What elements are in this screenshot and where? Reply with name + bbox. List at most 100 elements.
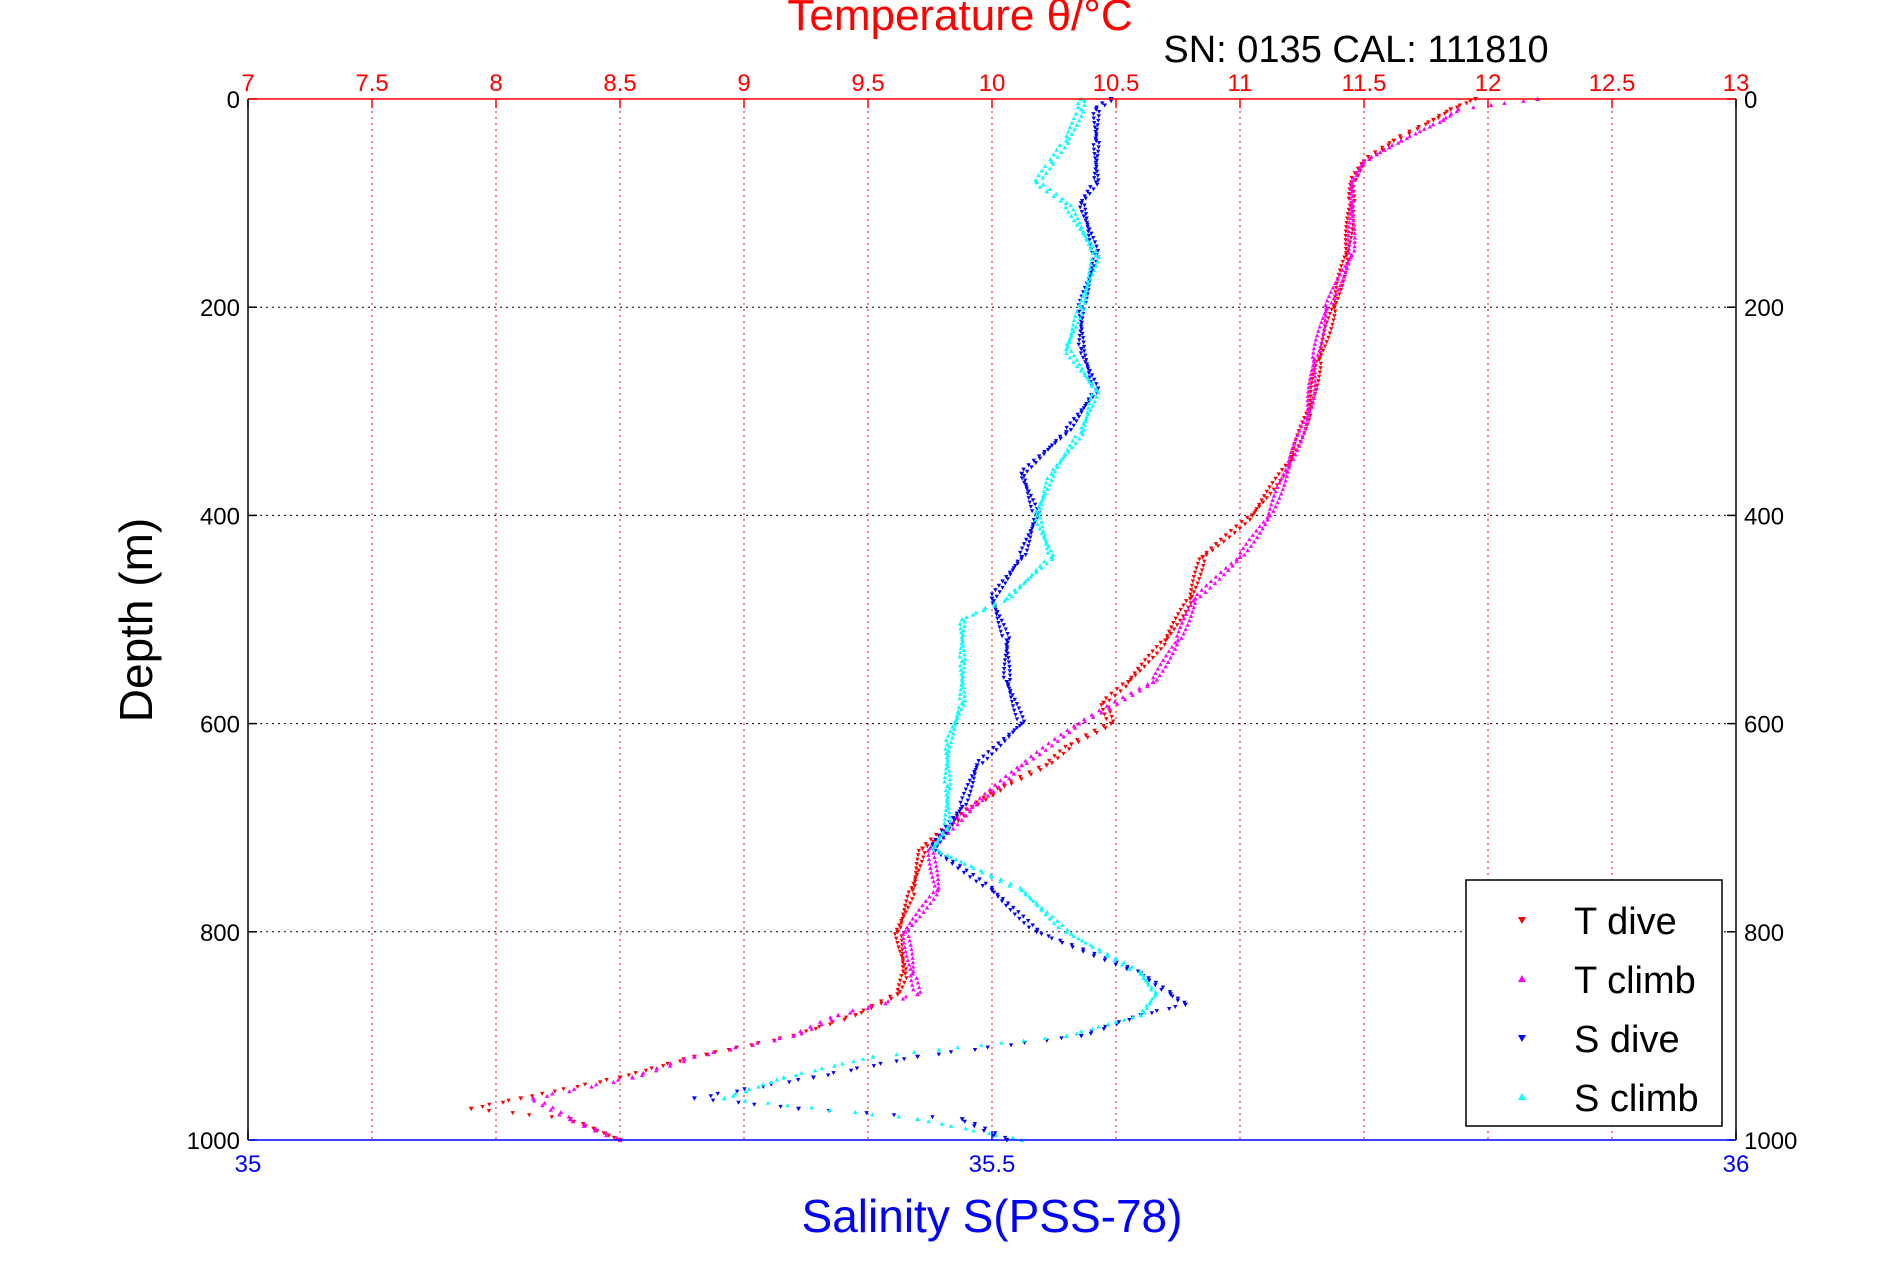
trace-marker xyxy=(986,750,991,755)
trace-marker xyxy=(1280,487,1286,492)
trace-marker xyxy=(1068,428,1074,433)
trace-marker xyxy=(1058,458,1063,463)
data-point xyxy=(1448,107,1454,112)
trace-marker xyxy=(1059,1036,1064,1041)
trace-marker xyxy=(1066,129,1071,134)
trace-marker xyxy=(1175,998,1180,1003)
trace-marker xyxy=(905,894,910,899)
trace-marker xyxy=(1071,417,1077,422)
trace-marker xyxy=(962,694,967,699)
trace-marker xyxy=(907,920,913,925)
trace-marker xyxy=(943,746,948,751)
trace-marker xyxy=(1026,489,1031,494)
trace-marker xyxy=(1422,126,1427,131)
trace-marker xyxy=(1358,163,1363,168)
trace-marker xyxy=(1251,539,1257,544)
trace-marker xyxy=(900,958,906,963)
trace-marker xyxy=(1049,478,1054,483)
trace-marker xyxy=(1091,268,1097,273)
trace-marker xyxy=(946,733,951,738)
trace-marker xyxy=(981,795,986,800)
trace-marker xyxy=(1290,445,1295,450)
trace-marker xyxy=(883,1001,888,1006)
trace-marker xyxy=(1175,996,1181,1001)
data-point xyxy=(617,1075,623,1081)
data-point xyxy=(1237,554,1243,560)
temperature-tick-label: 7.5 xyxy=(355,70,388,97)
trace-marker xyxy=(1006,660,1012,665)
trace-marker xyxy=(1099,703,1104,708)
trace-marker xyxy=(915,857,920,862)
trace-marker xyxy=(1088,408,1093,413)
trace-marker xyxy=(1307,402,1313,407)
data-point xyxy=(895,929,901,935)
trace-marker xyxy=(1024,487,1030,492)
trace-marker xyxy=(1317,324,1322,329)
trace-marker xyxy=(1099,710,1104,715)
trace-marker xyxy=(1191,598,1196,603)
data-point xyxy=(781,1075,787,1080)
trace-marker xyxy=(1340,268,1345,273)
trace-marker xyxy=(894,1059,899,1064)
trace-marker xyxy=(1148,987,1154,992)
trace-marker xyxy=(1254,507,1259,512)
temperature-tick-label: 9 xyxy=(737,70,750,97)
trace-marker xyxy=(561,1087,566,1092)
data-point xyxy=(989,596,995,602)
trace-marker xyxy=(1024,469,1030,474)
trace-marker xyxy=(1042,163,1048,168)
data-point xyxy=(1093,252,1099,258)
trace-marker xyxy=(1316,328,1321,333)
trace-marker xyxy=(959,630,964,635)
data-point xyxy=(944,783,950,789)
trace-marker xyxy=(936,1052,942,1057)
trace-marker xyxy=(1083,360,1088,365)
trace-marker xyxy=(963,802,969,807)
trace-marker xyxy=(945,757,950,762)
trace-marker xyxy=(1077,333,1082,338)
trace-marker xyxy=(941,835,946,840)
trace-marker xyxy=(736,1100,741,1105)
trace-marker xyxy=(1315,352,1321,357)
trace-marker xyxy=(1017,585,1023,590)
trace-marker xyxy=(1079,198,1085,203)
trace-marker xyxy=(825,1073,831,1078)
trace-marker xyxy=(917,914,923,919)
trace-marker xyxy=(1004,647,1010,652)
trace-marker xyxy=(1001,667,1007,672)
trace-marker xyxy=(1009,781,1014,786)
trace-marker xyxy=(994,748,999,753)
trace-marker xyxy=(1349,184,1354,189)
trace-marker xyxy=(1024,548,1030,553)
trace-marker xyxy=(927,894,932,899)
trace-marker xyxy=(760,1082,766,1087)
trace-marker xyxy=(1173,616,1178,621)
trace-marker xyxy=(972,1122,978,1127)
trace-marker xyxy=(948,1050,954,1055)
trace-marker xyxy=(1033,517,1038,522)
trace-marker xyxy=(1187,618,1192,623)
trace-marker xyxy=(1066,344,1071,349)
trace-marker xyxy=(1125,965,1130,970)
trace-marker xyxy=(799,1070,804,1075)
trace-marker xyxy=(1315,383,1320,388)
trace-marker xyxy=(1079,1029,1084,1034)
data-point xyxy=(1267,512,1273,518)
trace-marker xyxy=(1188,603,1193,608)
trace-marker xyxy=(1091,147,1097,152)
trace-marker xyxy=(1123,684,1129,689)
trace-marker xyxy=(1337,272,1343,277)
trace-marker xyxy=(1305,402,1310,407)
trace-marker xyxy=(1022,478,1028,483)
data-point xyxy=(915,1054,921,1060)
trace-marker xyxy=(1343,246,1349,251)
trace-marker xyxy=(1150,656,1156,661)
trace-marker xyxy=(977,877,982,882)
data-point xyxy=(1125,679,1131,685)
trace-marker xyxy=(967,778,973,783)
trace-marker xyxy=(1109,691,1114,696)
trace-marker xyxy=(1043,747,1049,752)
trace-marker xyxy=(964,614,969,619)
trace-marker xyxy=(1271,493,1277,498)
data-point xyxy=(959,617,965,622)
